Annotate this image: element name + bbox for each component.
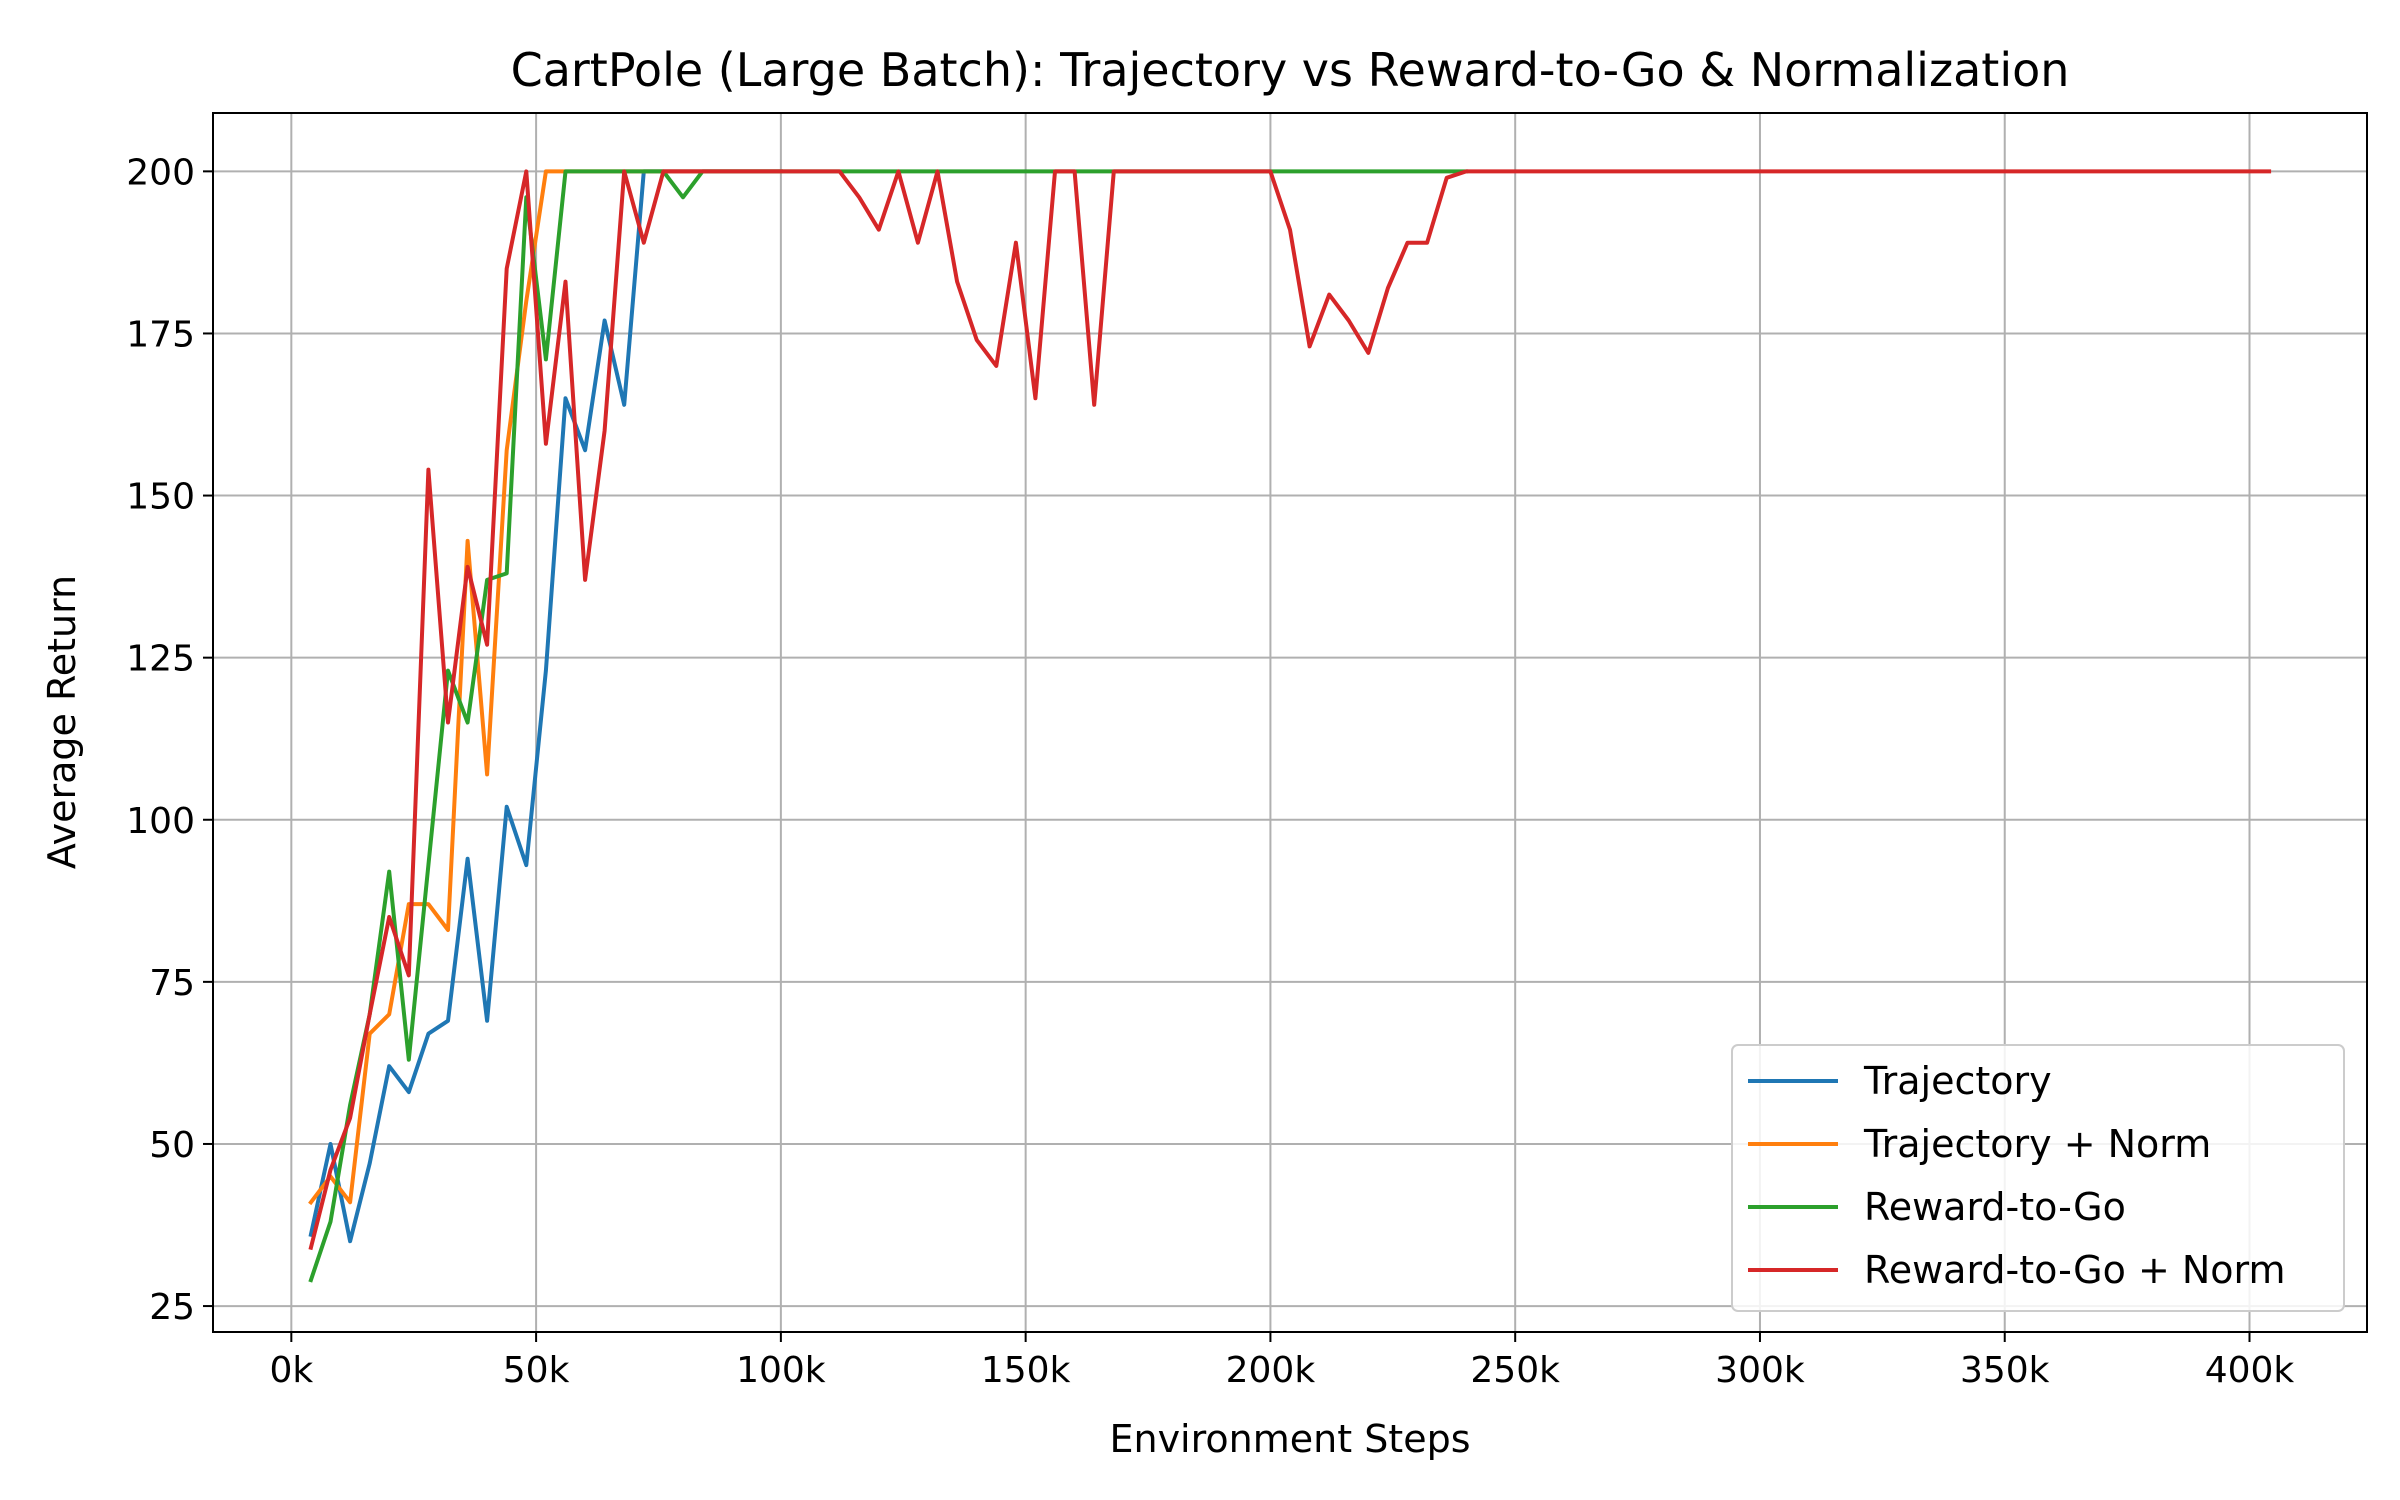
y-tick-label: 100 bbox=[126, 801, 195, 842]
x-tick-label: 400k bbox=[2205, 1350, 2295, 1391]
x-tick-label: 100k bbox=[736, 1350, 826, 1391]
x-tick-label: 250k bbox=[1470, 1350, 1560, 1391]
y-axis: 25 50 75 100 125 150 175 200 bbox=[126, 152, 213, 1328]
y-tick-label: 175 bbox=[126, 314, 195, 355]
x-tick-label: 150k bbox=[981, 1350, 1071, 1391]
legend-label: Trajectory bbox=[1863, 1059, 2052, 1103]
legend-label: Trajectory + Norm bbox=[1863, 1122, 2211, 1166]
series-layer bbox=[308, 169, 2272, 1283]
x-tick-label: 200k bbox=[1226, 1350, 1316, 1391]
y-tick-label: 25 bbox=[149, 1287, 195, 1328]
x-tick-label: 50k bbox=[503, 1350, 570, 1391]
chart-title: CartPole (Large Batch): Trajectory vs Re… bbox=[511, 43, 2070, 97]
y-tick-label: 50 bbox=[149, 1125, 195, 1166]
x-axis-label: Environment Steps bbox=[1109, 1417, 1470, 1461]
legend-label: Reward-to-Go + Norm bbox=[1864, 1248, 2286, 1292]
y-tick-label: 125 bbox=[126, 639, 195, 680]
y-tick-label: 75 bbox=[149, 963, 195, 1004]
legend-box bbox=[1731, 1044, 2345, 1312]
x-axis: 0k 50k 100k 150k 200k 250k 300k 350k 400k bbox=[269, 1332, 2294, 1391]
legend-label: Reward-to-Go bbox=[1864, 1185, 2126, 1229]
y-tick-label: 150 bbox=[126, 477, 195, 518]
legend: Trajectory Trajectory + Norm Reward-to-Go R… bbox=[1731, 1044, 2345, 1312]
x-tick-label: 350k bbox=[1960, 1350, 2050, 1391]
x-tick-label: 0k bbox=[269, 1350, 313, 1391]
x-tick-label: 300k bbox=[1715, 1350, 1805, 1391]
y-axis-label: Average Return bbox=[40, 575, 84, 869]
plot-frame bbox=[212, 112, 2368, 1333]
series-line-reward-to-go-norm bbox=[308, 169, 2272, 1251]
y-tick-label: 200 bbox=[126, 152, 195, 193]
